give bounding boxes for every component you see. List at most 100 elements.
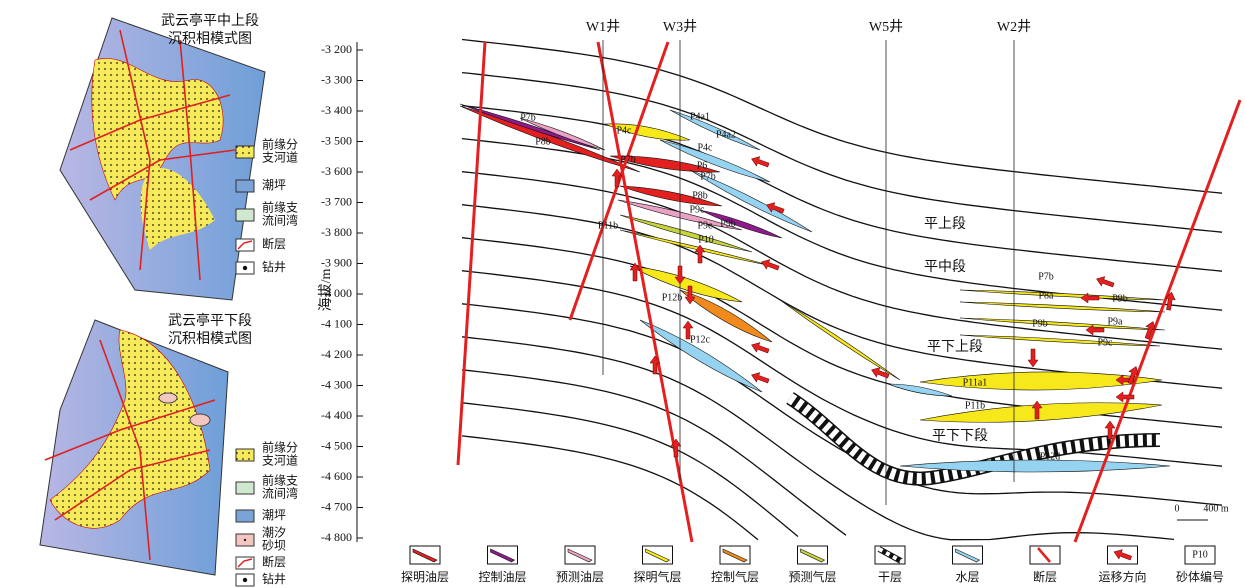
- legend-label: 预测气层: [788, 569, 836, 584]
- sand-label: P9c: [1098, 337, 1114, 348]
- fault: [1075, 100, 1240, 542]
- well-label: W5井: [869, 19, 903, 35]
- legend-label: 探明气层: [633, 569, 681, 584]
- member-label: 平下上段: [927, 339, 983, 355]
- sand-label: P7b: [700, 171, 716, 182]
- sand-label: P8a: [1039, 290, 1055, 301]
- sand-label: P7b: [520, 112, 536, 123]
- sand-label: P7b: [620, 154, 636, 165]
- scale-label: 400 m: [1203, 503, 1229, 514]
- sand-label: P8b: [535, 136, 551, 147]
- map-legend-label: 流间湾: [262, 485, 298, 500]
- horizon: [462, 370, 846, 535]
- facies-maps: 武云亭平中上段 沉积相模式图 武云亭平下段 沉积相模式图 前缘分支河道潮坪前缘支…: [40, 12, 298, 586]
- member-label: 平上段: [924, 216, 966, 232]
- sand-label: P12b: [662, 292, 683, 303]
- map-legend-label: 前缘支: [262, 472, 298, 487]
- legend-label: 探明油层: [401, 570, 449, 584]
- horizon: [462, 40, 1222, 194]
- map-legend-label: 潮坪: [262, 177, 286, 192]
- sand-body: [960, 302, 1165, 312]
- sand-body: [888, 384, 952, 396]
- map-legend-label: 潮汐: [262, 524, 286, 539]
- map-legend-label: 前缘支: [262, 199, 298, 214]
- sand-label: P7b: [1038, 271, 1054, 282]
- legend-dot: [243, 266, 247, 270]
- migration-arrow: [870, 365, 890, 381]
- sand-body: [960, 290, 1165, 300]
- well-label: W2井: [997, 19, 1031, 35]
- map-bar: [159, 393, 177, 403]
- horizon: [462, 337, 1174, 540]
- map-title: 武云亭平中上段: [161, 12, 259, 29]
- figure: 武云亭平中上段 沉积相模式图 武云亭平下段 沉积相模式图 前缘分支河道潮坪前缘支…: [0, 0, 1245, 588]
- migration-arrow: [760, 257, 780, 273]
- tick-label: -3 500: [321, 133, 352, 147]
- horizon: [462, 436, 758, 540]
- legend-dot: [243, 578, 247, 582]
- sand-label: P9c: [698, 220, 714, 231]
- sand-label: P11b: [598, 220, 618, 231]
- migration-arrow: [750, 154, 770, 170]
- map-legend-label: 支河道: [262, 150, 298, 164]
- tick-label: -3 300: [321, 72, 352, 86]
- tick-label: -4 500: [321, 438, 352, 452]
- member-label: 平中段: [924, 259, 966, 275]
- scale-label: 0: [1175, 503, 1180, 514]
- tick-label: -3 600: [321, 164, 352, 178]
- horizon: [462, 106, 1222, 272]
- tick-label: -4 800: [321, 530, 352, 544]
- legend-label: 控制气层: [711, 569, 759, 584]
- sand-label: P9b: [1112, 293, 1128, 304]
- migration-arrow: [750, 340, 770, 356]
- sand-label: P4a1: [690, 111, 710, 122]
- legend-swatch: [236, 510, 254, 522]
- sand-label: P11b: [965, 400, 985, 411]
- sand-label: P4c: [617, 125, 633, 136]
- map-legend-label: 前缘分: [262, 136, 298, 151]
- legend-label: 运移方向: [1098, 569, 1146, 584]
- map-title: 沉积相模式图: [168, 31, 252, 47]
- tick-label: -4 100: [321, 316, 352, 330]
- map-legend-label: 支河道: [262, 453, 298, 467]
- tick-label: -3 400: [321, 103, 352, 117]
- cross-section: -3 200-3 300-3 400-3 500-3 600-3 700-3 8…: [318, 19, 1240, 584]
- tick-label: -3 900: [321, 255, 352, 269]
- horizon: [462, 403, 798, 537]
- map-legend-label: 钻井: [262, 259, 286, 274]
- map-legend-label: 断层: [262, 236, 286, 251]
- legend-label: 砂体编号: [1176, 569, 1224, 584]
- sand-body: [670, 110, 760, 150]
- sand-label: P4c: [698, 142, 714, 153]
- horizon: [462, 238, 1222, 428]
- sand-label: P9b: [1032, 318, 1048, 329]
- migration-arrow: [1095, 274, 1115, 290]
- map-title: 沉积相模式图: [168, 331, 252, 347]
- tick-label: -3 700: [321, 194, 352, 208]
- tick-label: -3 200: [321, 42, 352, 56]
- sand-label: P12d: [1040, 451, 1061, 462]
- map-legend-label: 钻井: [262, 571, 286, 586]
- legend-label: 预测油层: [556, 570, 604, 584]
- legend-dot: [244, 539, 246, 541]
- tick-label: -4 200: [321, 347, 352, 361]
- legend-label: 干层: [878, 570, 902, 584]
- map-legend-label: 潮坪: [262, 507, 286, 522]
- map-bar: [190, 414, 210, 426]
- migration-arrow: [750, 370, 770, 386]
- map-legend-label: 砂坝: [262, 538, 286, 552]
- sand-label: P9a: [1108, 316, 1124, 327]
- sand-label: P12c: [690, 334, 711, 345]
- sand-label: P4a2: [716, 129, 736, 140]
- map-legend-label: 前缘分: [262, 439, 298, 454]
- map-legend-label: 断层: [262, 554, 286, 569]
- map-legend-label: 流间湾: [262, 212, 298, 227]
- axis-label: 海拔/m: [318, 269, 334, 312]
- sand-label: P9c: [690, 204, 706, 215]
- tick-label: -4 300: [321, 377, 352, 391]
- well-label: W1井: [586, 19, 620, 35]
- sand-label: P8b: [692, 190, 708, 201]
- legend-label: 断层: [1033, 569, 1057, 584]
- legend-swatch: [236, 180, 254, 192]
- tick-label: -4 600: [321, 469, 352, 483]
